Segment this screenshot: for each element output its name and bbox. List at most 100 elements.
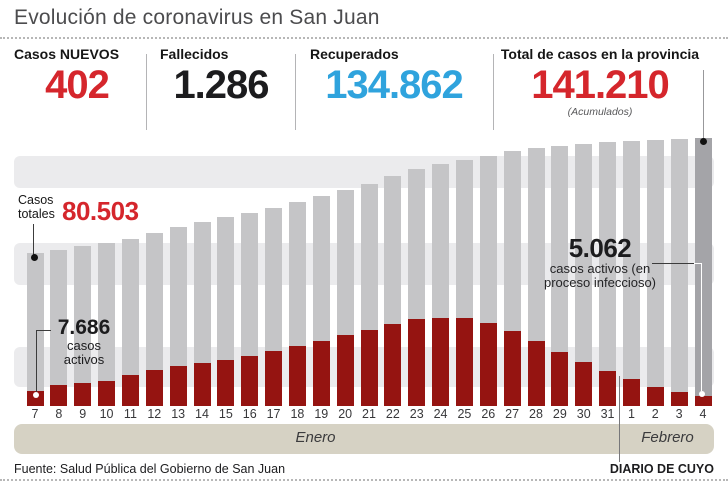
bar-active-2 [646,387,664,406]
last-active-dot [699,391,705,397]
x-axis-label-28: 28 [529,407,543,421]
annotation-casos-totales-label: Casos totales [18,193,55,221]
bar-active-12 [145,370,163,406]
bar-active-11 [121,375,139,406]
stat-divider [146,54,147,130]
header-divider [0,37,728,39]
first-active-bracket-v [36,330,37,392]
x-axis-label-27: 27 [505,407,520,421]
x-axis-label-30: 30 [576,407,591,421]
x-axis-label-3: 3 [675,407,683,421]
x-axis-label-10: 10 [99,407,114,421]
bar-active-26 [479,323,497,406]
x-axis-label-31: 31 [600,407,615,421]
bar-total-14 [193,222,211,406]
bar-total-15 [217,217,235,406]
x-axis-label-21: 21 [362,407,376,421]
bar-active-9 [74,383,92,406]
annotation-casos-totales-value: 80.503 [62,196,139,226]
x-axis-label-12: 12 [147,407,162,421]
bar-active-23 [408,319,426,406]
x-axis-label-24: 24 [433,407,448,421]
bar-active-30 [575,362,593,406]
bar-active-3 [670,392,688,406]
bar-active-19 [312,341,330,406]
bar-active-13 [169,366,187,406]
footer-divider [0,479,728,481]
x-axis-label-20: 20 [338,407,353,421]
x-axis-label-9: 9 [79,407,87,421]
bar-total-10 [98,243,116,406]
x-axis-label-2: 2 [651,407,659,421]
stat-label: Recuperados [310,46,399,62]
x-axis-label-11: 11 [123,407,137,421]
stat-label: Total de casos en la provincia [500,46,700,62]
bar-active-16 [241,356,259,406]
bar-total-12 [145,233,163,406]
bar-active-24 [432,318,450,406]
stat-value: 141.210 [531,63,670,107]
x-axis-label-26: 26 [481,407,496,421]
bar-total-9 [74,246,92,406]
month-band [14,424,714,454]
x-axis-label-22: 22 [385,407,400,421]
bar-total-11 [121,239,139,406]
bar-active-25 [455,318,473,406]
bar-active-4 [694,396,712,406]
bar-total-29 [551,146,569,406]
x-axis-label-7: 7 [31,407,39,421]
bar-total-8 [50,250,68,406]
annotation-first-active: 7.686 casos activos [57,316,111,367]
bar-total-1 [622,141,640,406]
bar-total-31 [599,142,617,406]
stat-note: (Acumulados) [567,106,633,118]
first-active-dot [33,392,39,398]
month-divider-line [619,376,620,462]
stat-label: Fallecidos [160,46,229,62]
publisher-credit: DIARIO DE CUYO [609,462,714,476]
bar-active-7 [26,391,44,406]
last-active-bracket-h [652,263,694,264]
bar-active-28 [527,341,545,406]
bar-active-17 [265,351,283,406]
stat-fallecidos: Fallecidos 1.286 [152,46,290,108]
bar-active-14 [193,363,211,406]
bar-active-20 [336,335,354,406]
bar-active-29 [551,352,569,406]
bar-total-4 [694,138,712,406]
casos-totales-connector-line [33,224,34,255]
bar-active-8 [50,385,68,406]
grid-band [14,156,714,188]
bar-active-31 [599,371,617,406]
x-axis-label-19: 19 [314,407,329,421]
bar-total-30 [575,144,593,406]
bar-active-15 [217,360,235,406]
casos-totales-dot [31,254,38,261]
stat-value: 402 [45,63,110,107]
stat-total-provincia: Total de casos en la provincia 141.210 (… [498,46,702,118]
stat-casos-nuevos: Casos NUEVOS 402 [14,46,140,108]
x-axis-label-18: 18 [290,407,305,421]
month-label-febrero: Febrero [641,429,694,446]
x-axis-label-8: 8 [55,407,63,421]
x-axis-label-25: 25 [457,407,472,421]
x-axis-label-1: 1 [627,407,635,421]
annotation-last-active: 5.062 casos activos (en proceso infeccio… [544,233,656,291]
x-axis-label-4: 4 [699,407,707,421]
bar-active-1 [622,379,640,406]
bar-active-22 [384,324,402,406]
bar-total-13 [169,227,187,406]
x-axis-label-13: 13 [171,407,186,421]
last-active-bracket-h2 [694,263,702,264]
stat-value: 1.286 [173,63,269,107]
bar-active-27 [503,331,521,406]
bar-total-3 [670,139,688,406]
x-axis-label-14: 14 [195,407,209,421]
page-title: Evolución de coronavirus en San Juan [14,6,380,29]
source-credit: Fuente: Salud Pública del Gobierno de Sa… [14,462,286,476]
bar-active-21 [360,330,378,406]
stat-label: Casos NUEVOS [14,46,120,62]
x-axis-label-17: 17 [266,407,281,421]
bar-active-18 [288,346,306,406]
